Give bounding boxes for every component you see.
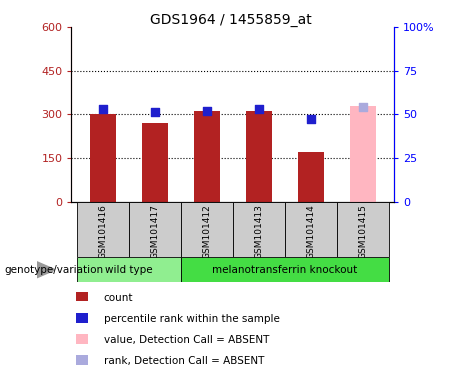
Bar xyxy=(90,114,116,202)
Point xyxy=(255,106,262,112)
Point xyxy=(203,108,211,114)
Bar xyxy=(194,111,220,202)
Bar xyxy=(246,111,272,202)
Bar xyxy=(77,202,129,257)
Bar xyxy=(350,106,376,202)
Point xyxy=(307,116,314,122)
Bar xyxy=(181,257,389,282)
Text: GSM101417: GSM101417 xyxy=(150,204,159,259)
Point xyxy=(151,109,159,116)
Text: value, Detection Call = ABSENT: value, Detection Call = ABSENT xyxy=(104,335,269,345)
Text: GDS1964 / 1455859_at: GDS1964 / 1455859_at xyxy=(150,13,311,27)
Bar xyxy=(181,202,233,257)
Text: GSM101413: GSM101413 xyxy=(254,204,263,259)
Bar xyxy=(129,202,181,257)
Text: GSM101415: GSM101415 xyxy=(358,204,367,259)
Text: wild type: wild type xyxy=(105,265,153,275)
Bar xyxy=(337,202,389,257)
Point xyxy=(99,106,106,112)
Text: GSM101414: GSM101414 xyxy=(307,204,315,258)
Point xyxy=(359,104,366,110)
Bar xyxy=(285,202,337,257)
Text: percentile rank within the sample: percentile rank within the sample xyxy=(104,314,280,324)
Bar xyxy=(142,123,168,202)
Text: count: count xyxy=(104,293,133,303)
Text: genotype/variation: genotype/variation xyxy=(5,265,104,275)
Text: rank, Detection Call = ABSENT: rank, Detection Call = ABSENT xyxy=(104,356,264,366)
Text: melanotransferrin knockout: melanotransferrin knockout xyxy=(212,265,357,275)
Text: GSM101416: GSM101416 xyxy=(98,204,107,259)
Text: GSM101412: GSM101412 xyxy=(202,204,211,258)
Polygon shape xyxy=(37,262,55,278)
Bar xyxy=(77,257,181,282)
Bar xyxy=(298,152,324,202)
Bar xyxy=(233,202,285,257)
